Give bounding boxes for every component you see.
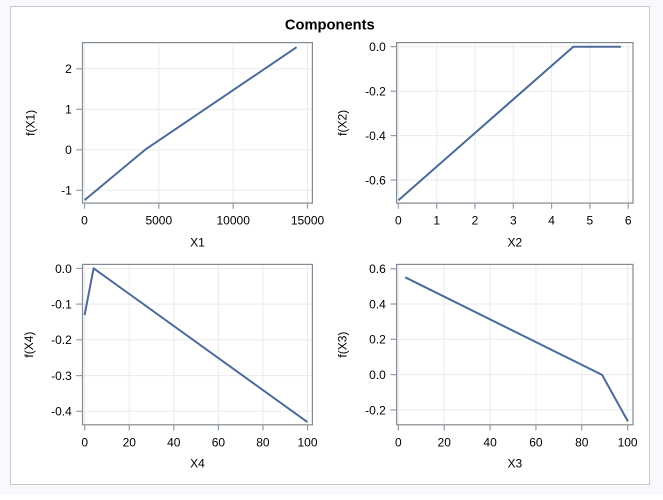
svg-text:80: 80 (575, 435, 589, 449)
svg-text:0: 0 (81, 435, 88, 449)
svg-text:f(X1): f(X1) (23, 110, 37, 136)
svg-text:5000: 5000 (145, 214, 172, 228)
svg-text:2: 2 (65, 62, 72, 76)
svg-text:X4: X4 (190, 457, 205, 471)
svg-text:X1: X1 (190, 235, 205, 249)
svg-text:0.0: 0.0 (55, 262, 72, 276)
svg-text:-0.2: -0.2 (365, 85, 386, 99)
svg-text:3: 3 (510, 214, 517, 228)
svg-text:0: 0 (395, 214, 402, 228)
svg-text:100: 100 (618, 435, 638, 449)
svg-text:0.0: 0.0 (369, 368, 386, 382)
svg-text:-1: -1 (61, 184, 72, 198)
svg-text:80: 80 (256, 435, 270, 449)
svg-text:60: 60 (529, 435, 543, 449)
svg-text:6: 6 (625, 214, 632, 228)
svg-text:0: 0 (65, 143, 72, 157)
svg-text:0.2: 0.2 (369, 333, 386, 347)
svg-text:10000: 10000 (217, 214, 251, 228)
svg-text:2: 2 (472, 214, 479, 228)
svg-text:-0.6: -0.6 (365, 173, 386, 187)
svg-text:1: 1 (433, 214, 440, 228)
svg-text:1: 1 (65, 103, 72, 117)
svg-text:60: 60 (212, 435, 226, 449)
svg-text:15000: 15000 (291, 214, 325, 228)
svg-text:0.0: 0.0 (369, 40, 386, 54)
svg-text:40: 40 (483, 435, 497, 449)
svg-text:-0.2: -0.2 (365, 403, 386, 417)
svg-text:f(X2): f(X2) (335, 110, 349, 136)
svg-text:20: 20 (438, 435, 452, 449)
svg-text:0: 0 (81, 214, 88, 228)
svg-text:X3: X3 (507, 457, 522, 471)
svg-text:4: 4 (548, 214, 555, 228)
svg-text:-0.1: -0.1 (51, 297, 72, 311)
svg-text:Components: Components (285, 18, 375, 34)
svg-text:0.4: 0.4 (369, 297, 386, 311)
svg-text:f(X4): f(X4) (22, 332, 36, 358)
svg-text:20: 20 (123, 435, 137, 449)
svg-text:-0.4: -0.4 (51, 405, 72, 419)
svg-text:-0.3: -0.3 (51, 369, 72, 383)
svg-text:-0.2: -0.2 (51, 333, 72, 347)
svg-text:-0.4: -0.4 (365, 129, 386, 143)
svg-text:0.6: 0.6 (369, 262, 386, 276)
svg-text:0: 0 (395, 435, 402, 449)
svg-text:X2: X2 (507, 235, 522, 249)
svg-text:f(X3): f(X3) (335, 332, 349, 358)
svg-text:5: 5 (587, 214, 594, 228)
svg-text:40: 40 (167, 435, 181, 449)
svg-text:100: 100 (297, 435, 317, 449)
